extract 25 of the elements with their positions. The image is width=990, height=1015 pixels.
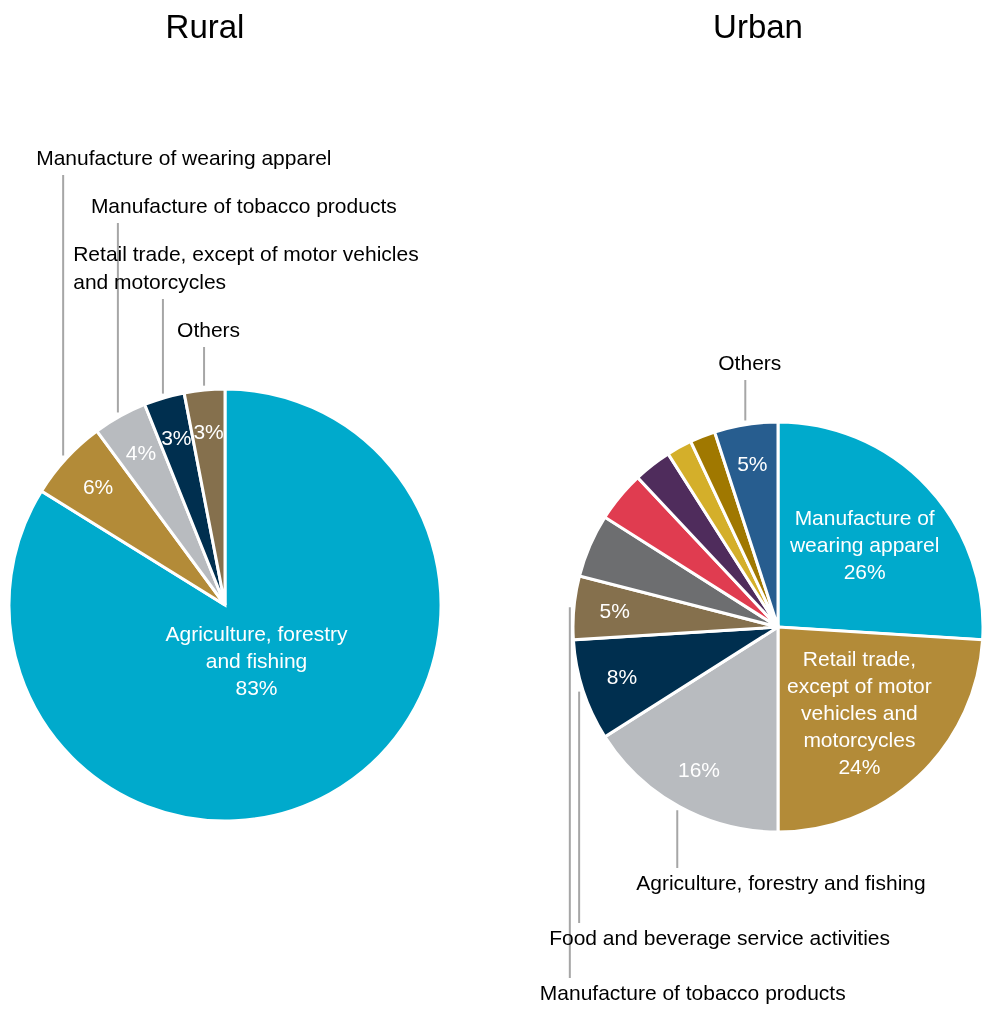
slice-label: Agriculture, forestry and fishing [165, 621, 349, 672]
slice-label: Manufacture of tobacco products [90, 194, 397, 217]
data-label: 8% [606, 664, 638, 688]
data-label: 26% [843, 559, 886, 583]
slice-label: Manufacture of wearing apparel [788, 505, 940, 556]
slice-label: Manufacture of tobacco products [539, 981, 846, 1004]
data-label: 24% [838, 754, 881, 778]
chart-title: Urban [713, 8, 803, 45]
data-label: 3% [161, 426, 192, 450]
slice-label: Manufacture of wearing apparel [36, 146, 332, 169]
data-label: 5% [737, 452, 768, 476]
slice-label: Agriculture, forestry and fishing [636, 871, 926, 894]
data-label: 4% [125, 441, 157, 464]
slice-label: Retail trade, except of motor vehicles and motorcycles [73, 242, 419, 293]
slice-label: Others [177, 318, 241, 341]
data-label: 16% [677, 757, 721, 781]
data-label: 83% [235, 675, 278, 699]
slice-label: Food and beverage service activities [549, 926, 890, 949]
data-label: 3% [193, 419, 224, 443]
chart-title: Rural [165, 8, 245, 45]
slice-label: Others [718, 351, 782, 374]
data-label: 5% [599, 598, 630, 622]
data-label: 6% [82, 474, 114, 498]
pie-slice [7, 387, 443, 823]
slice-label: Retail trade, except of motor vehicles and motorcycles [787, 646, 932, 751]
